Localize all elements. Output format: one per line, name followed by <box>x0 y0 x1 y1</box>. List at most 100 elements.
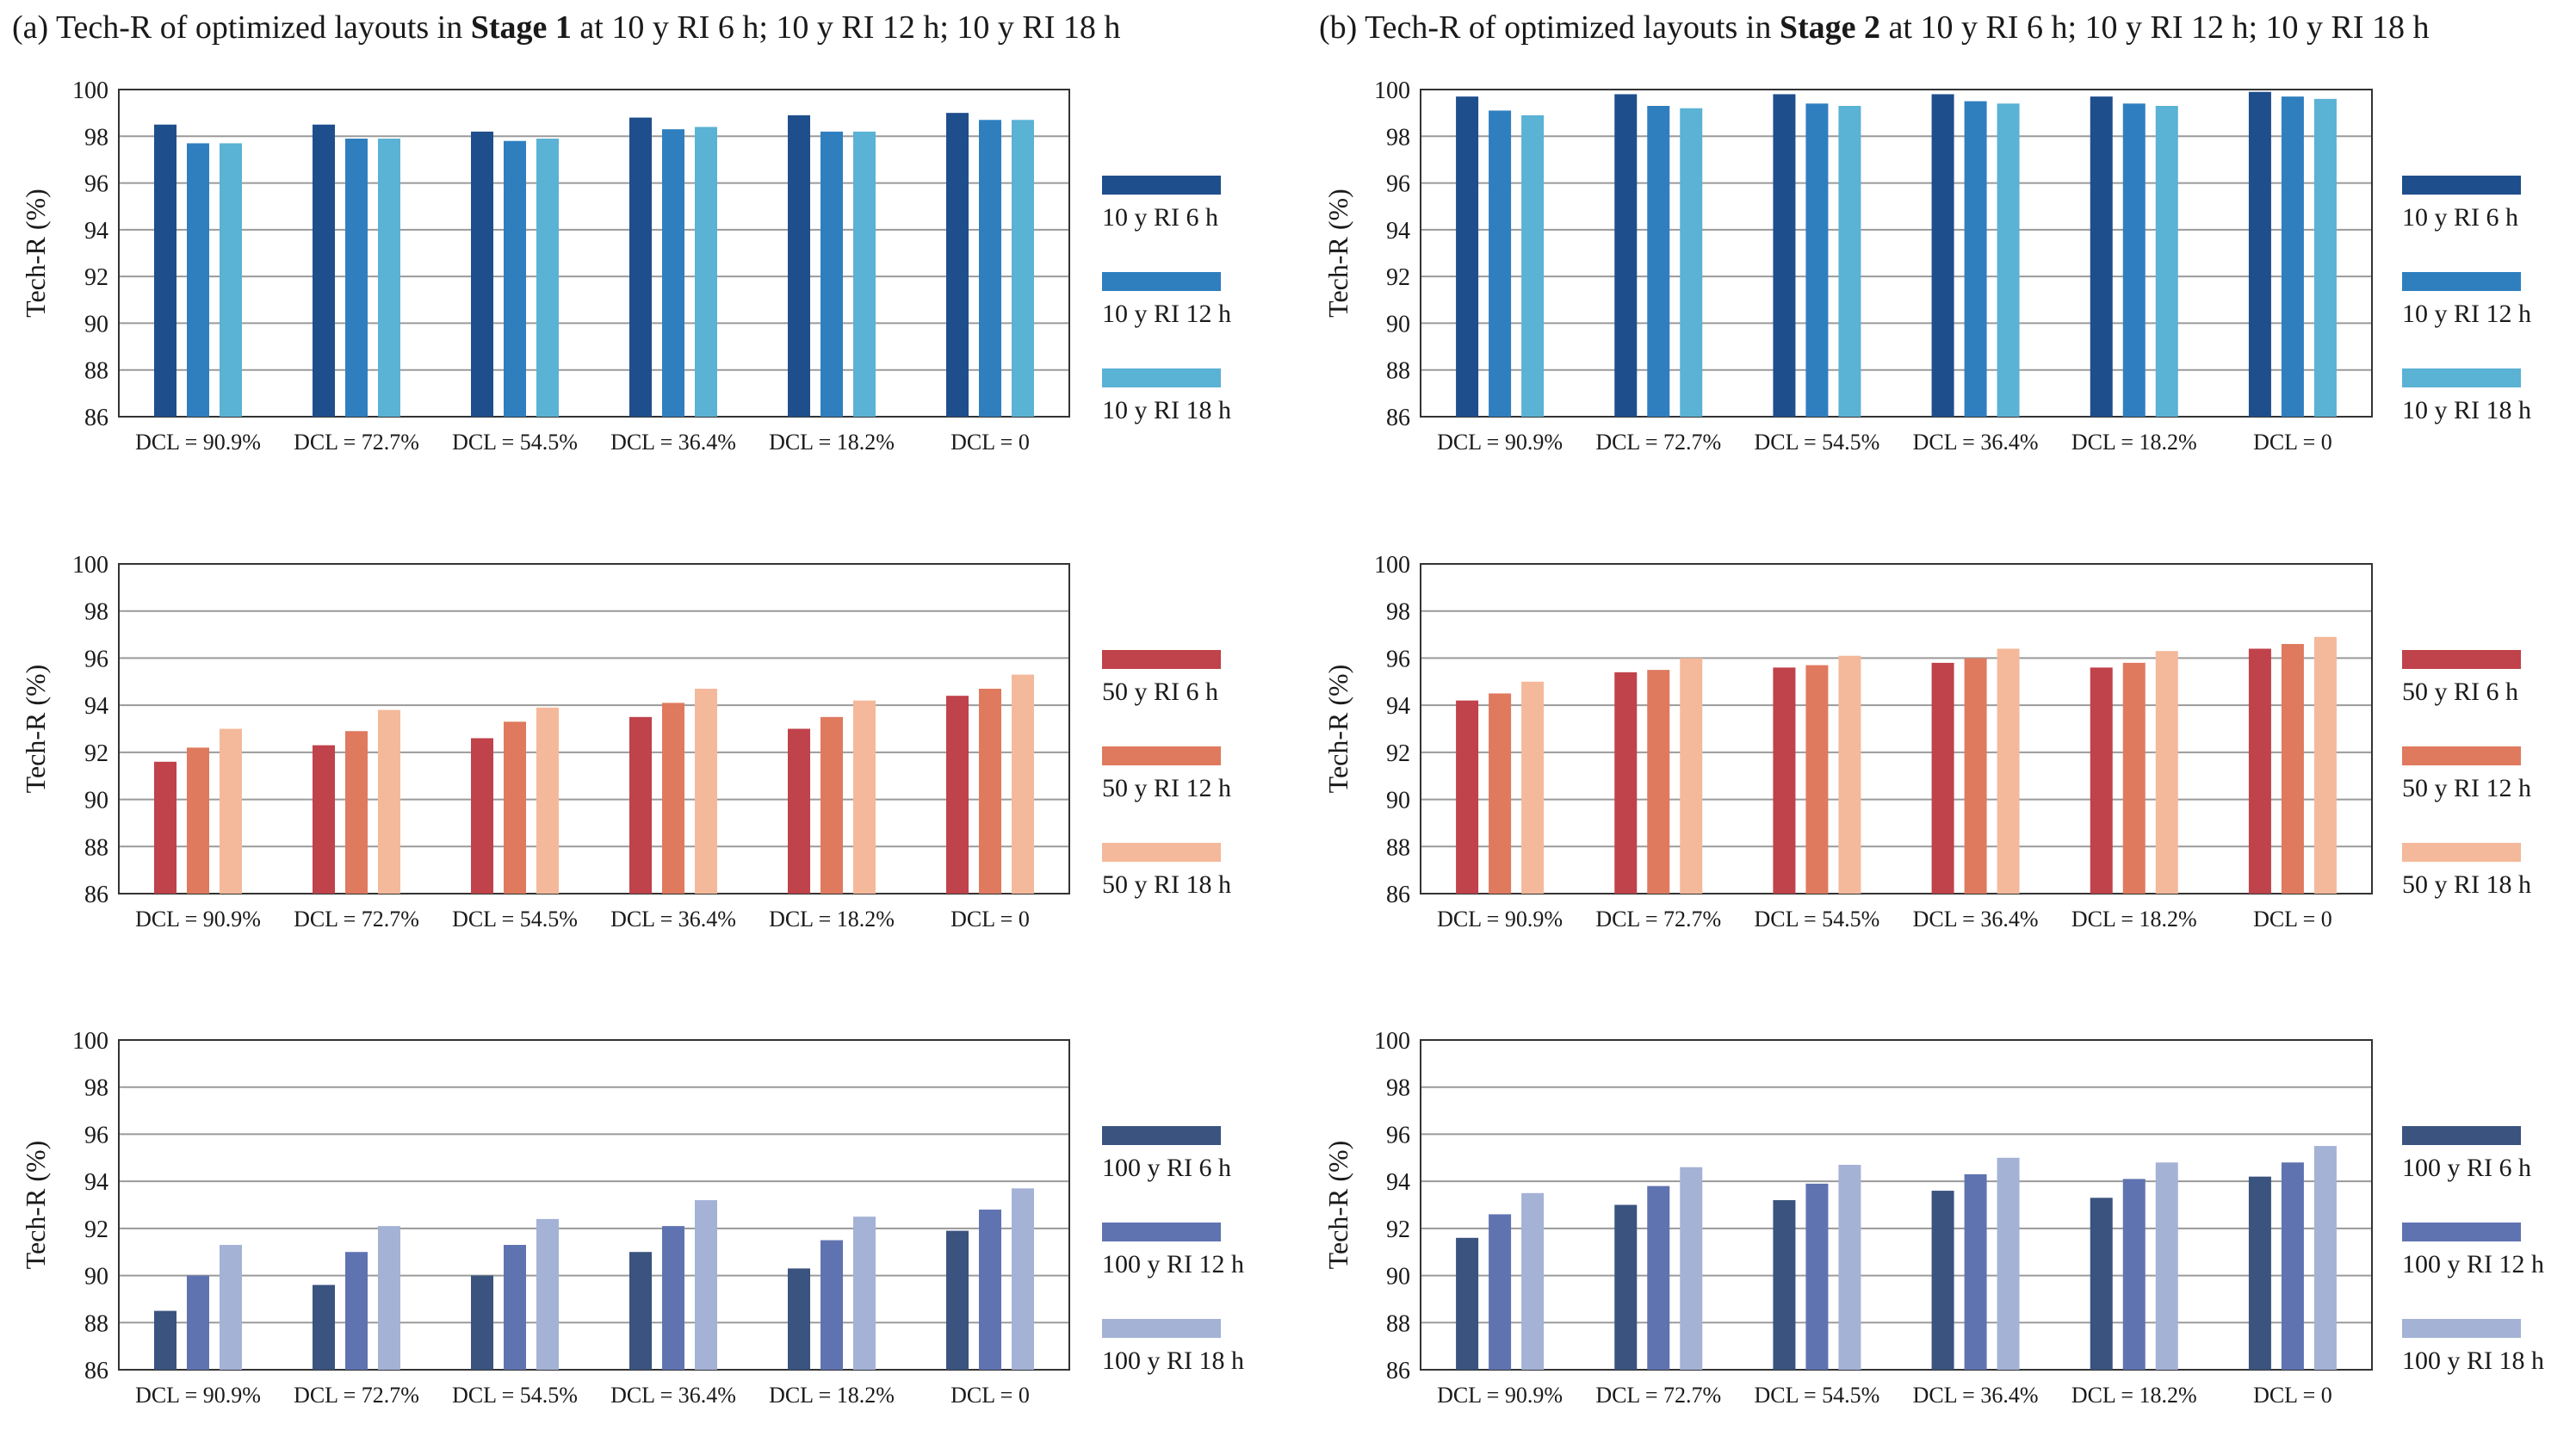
x-tick-label: DCL = 90.9% <box>1437 430 1563 455</box>
x-tick-label: DCL = 18.2% <box>769 1383 895 1408</box>
bar <box>220 143 242 417</box>
bar <box>979 120 1001 418</box>
y-tick-label: 86 <box>1386 882 1410 908</box>
bar <box>853 1216 876 1370</box>
bar <box>1680 1167 1703 1370</box>
y-tick-label: 94 <box>84 693 108 720</box>
bar <box>1489 110 1512 417</box>
y-tick-label: 100 <box>1374 1028 1410 1055</box>
bar <box>695 127 717 417</box>
bar <box>1489 693 1512 894</box>
panel-a-title: (a) Tech-R of optimized layouts in Stage… <box>12 9 1120 46</box>
bar <box>536 1218 559 1370</box>
y-tick-label: 100 <box>72 1028 108 1055</box>
panel-a-title-suffix: at 10 y RI 6 h; 10 y RI 12 h; 10 y RI 18… <box>571 9 1121 46</box>
bar <box>1521 1192 1545 1370</box>
x-tick-label: DCL = 54.5% <box>452 907 578 932</box>
y-tick-label: 100 <box>72 77 108 104</box>
x-tick-label: DCL = 36.4% <box>1913 430 2039 455</box>
bar <box>629 117 652 418</box>
x-tick-label: DCL = 18.2% <box>2071 907 2197 932</box>
legend-label: 100 y RI 18 h <box>2402 1346 2544 1375</box>
bar <box>1773 94 1796 417</box>
bar <box>536 139 559 417</box>
panel-a-title-prefix: (a) Tech-R of optimized layouts in <box>12 9 471 46</box>
y-tick-label: 92 <box>1386 1216 1410 1243</box>
bar <box>345 1252 368 1370</box>
bar <box>1838 1164 1861 1370</box>
legend-label: 10 y RI 6 h <box>1102 203 1218 232</box>
y-tick-label: 90 <box>84 311 108 337</box>
x-tick-label: DCL = 0 <box>2253 430 2332 455</box>
legend-swatch <box>1102 1319 1221 1338</box>
x-tick-label: DCL = 72.7% <box>294 430 419 455</box>
bar <box>2090 1198 2113 1370</box>
y-tick-label: 98 <box>84 599 108 626</box>
y-tick-label: 86 <box>84 882 108 908</box>
bar <box>1805 103 1829 418</box>
x-tick-label: DCL = 18.2% <box>2071 430 2197 455</box>
y-tick-label: 88 <box>1386 1310 1410 1337</box>
bar <box>662 703 684 894</box>
legend-label: 10 y RI 12 h <box>2402 300 2531 328</box>
y-tick-label: 96 <box>1386 1122 1410 1148</box>
y-tick-label: 86 <box>1386 1358 1410 1384</box>
bar <box>946 113 969 417</box>
bar <box>1773 667 1796 894</box>
bar <box>504 1245 526 1370</box>
x-tick-label: DCL = 72.7% <box>294 1383 419 1408</box>
legend-swatch <box>1102 272 1221 291</box>
bar <box>345 139 368 417</box>
x-tick-label: DCL = 54.5% <box>1754 1383 1879 1408</box>
bar <box>1456 96 1479 418</box>
bar <box>1521 681 1545 894</box>
bar <box>1012 1188 1034 1370</box>
y-tick-label: 92 <box>84 1216 108 1243</box>
legend-label: 10 y RI 12 h <box>1102 300 1231 328</box>
bar <box>662 129 684 417</box>
bar <box>979 688 1001 894</box>
bar <box>695 1200 717 1370</box>
bar <box>2122 103 2146 418</box>
plot-frame <box>118 89 1070 418</box>
bar <box>2313 98 2337 417</box>
bar <box>2248 1176 2271 1370</box>
x-tick-label: DCL = 90.9% <box>135 430 261 455</box>
bar <box>2281 96 2304 418</box>
y-tick-label: 98 <box>84 124 108 151</box>
bar <box>1647 670 1670 894</box>
bar <box>504 140 526 417</box>
bar <box>1931 1191 1954 1370</box>
legend-swatch <box>2402 176 2521 195</box>
plot-frame <box>118 563 1070 895</box>
y-axis-label: Tech-R (%) <box>1322 1141 1353 1270</box>
legend-swatch <box>2402 1319 2521 1338</box>
bar <box>1012 120 1034 418</box>
bar <box>1838 655 1861 894</box>
bar <box>2313 636 2337 894</box>
x-tick-label: DCL = 36.4% <box>1913 907 2039 932</box>
bar <box>154 761 176 894</box>
plot-frame <box>1420 1039 2373 1371</box>
bar <box>1614 672 1638 894</box>
bar <box>820 131 843 417</box>
legend-swatch <box>2402 1223 2521 1241</box>
bar <box>1997 103 2020 418</box>
y-tick-label: 100 <box>1374 77 1410 104</box>
plot-frame <box>1420 563 2373 895</box>
bar <box>536 707 559 894</box>
y-tick-label: 96 <box>1386 646 1410 672</box>
bar <box>1614 94 1638 417</box>
y-tick-label: 98 <box>1386 599 1410 626</box>
x-tick-label: DCL = 54.5% <box>452 430 578 455</box>
x-tick-label: DCL = 72.7% <box>294 907 419 932</box>
y-tick-label: 98 <box>84 1075 108 1102</box>
bar <box>378 709 400 894</box>
bar <box>1614 1204 1638 1370</box>
y-tick-label: 94 <box>84 218 108 245</box>
bar <box>1773 1200 1796 1370</box>
x-tick-label: DCL = 18.2% <box>769 907 895 932</box>
x-tick-label: DCL = 90.9% <box>1437 1383 1563 1408</box>
legend-swatch <box>2402 1126 2521 1145</box>
